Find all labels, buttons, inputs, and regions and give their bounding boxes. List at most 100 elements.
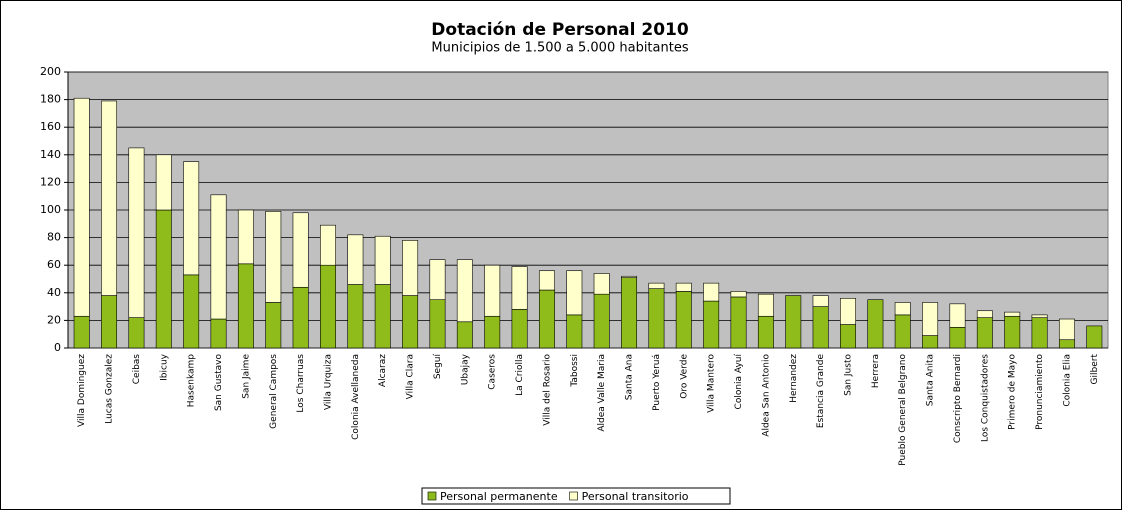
- bar-segment: [484, 315, 501, 349]
- bar-segment: [675, 291, 692, 349]
- bar-segment: [1031, 314, 1048, 318]
- x-tick-label: Colonia Avellaneda: [351, 354, 361, 440]
- bar-segment: [511, 309, 528, 349]
- x-tick-label: Santa Anita: [926, 354, 936, 406]
- x-tick-label: Aldea Valle Maria: [597, 354, 607, 432]
- x-tick-label: Villa del Rosario: [542, 354, 552, 426]
- bar-segment: [347, 284, 364, 349]
- bar-segment: [593, 273, 610, 295]
- bar-segment: [292, 212, 309, 288]
- bar-segment: [976, 310, 993, 318]
- x-tick-label: General Campos: [269, 354, 279, 429]
- bar-segment: [949, 326, 966, 349]
- bar-segment: [703, 300, 720, 349]
- bar-segment: [320, 224, 336, 266]
- x-tick-label: Villa Clara: [406, 354, 416, 399]
- bar-segment: [73, 97, 90, 317]
- y-tick-label: 80: [47, 231, 61, 244]
- bar-segment: [456, 321, 473, 349]
- bar-segment: [785, 295, 802, 349]
- legend-label: Personal transitorio: [582, 490, 689, 503]
- x-tick-label: Hasenkamp: [187, 354, 197, 408]
- bar-segment: [922, 335, 939, 349]
- bar-segment: [730, 296, 747, 349]
- x-tick-label: Ubajay: [460, 353, 470, 385]
- x-tick-label: Hernandez: [789, 354, 799, 403]
- bar-segment: [538, 289, 555, 349]
- bar-segment: [949, 303, 966, 328]
- y-tick-label: 120: [40, 175, 61, 188]
- bar-segment: [1004, 311, 1021, 317]
- x-tick-label: Colonia Elia: [1062, 354, 1072, 407]
- bar-segment: [566, 314, 583, 349]
- legend-swatch: [569, 491, 578, 501]
- y-tick-label: 100: [40, 203, 61, 216]
- bar-segment: [894, 302, 911, 316]
- bar-segment: [840, 298, 856, 325]
- bar-segment: [1004, 315, 1021, 349]
- bar-segment: [812, 306, 829, 349]
- bar-segment: [128, 147, 145, 318]
- x-tick-label: Gilbert: [1090, 354, 1100, 385]
- bar-segment: [155, 209, 172, 349]
- legend-label: Personal permanente: [440, 490, 558, 503]
- chart-title: Dotación de Personal 2010: [431, 20, 689, 40]
- bar-segment: [1031, 317, 1048, 349]
- legend: Personal permanente Personal transitorio: [421, 487, 731, 505]
- bar-segment: [648, 282, 665, 289]
- chart-subtitle: Municipios de 1.500 a 5.000 habitantes: [431, 41, 688, 56]
- x-tick-label: Primero de Mayo: [1008, 354, 1018, 430]
- bar-segment: [374, 284, 391, 349]
- bar-segment: [757, 315, 774, 349]
- bar-segment: [73, 315, 90, 349]
- bar-segment: [976, 317, 993, 349]
- bar-segment: [648, 288, 665, 349]
- x-tick-label: San Jaime: [241, 354, 251, 399]
- bar-segment: [101, 295, 118, 349]
- x-tick-label: Ceibas: [132, 354, 142, 385]
- bar-segment: [593, 293, 610, 349]
- bar-segment: [155, 154, 172, 211]
- y-tick-label: 0: [54, 341, 61, 354]
- bar-segment: [511, 266, 528, 310]
- x-tick-label: Colonia Ayuí: [734, 354, 744, 410]
- bar-segment: [894, 314, 911, 349]
- bar-segment: [538, 270, 555, 291]
- bar-segment: [237, 263, 254, 349]
- bar-segment: [210, 318, 227, 349]
- y-tick-label: 20: [47, 313, 61, 326]
- bar-segment: [456, 259, 473, 323]
- bar-segment: [812, 295, 829, 307]
- bar-segment: [621, 275, 638, 278]
- bar-segment: [922, 302, 939, 336]
- y-tick-label: 140: [40, 148, 61, 161]
- bar-segment: [675, 282, 692, 292]
- y-tick-label: 60: [47, 258, 61, 271]
- bar-segment: [757, 293, 774, 317]
- bar-segment: [183, 274, 200, 349]
- x-tick-label: Tabossi: [570, 354, 580, 388]
- x-tick-label: Ibicuy: [159, 353, 169, 381]
- bar-segment: [210, 194, 227, 320]
- y-tick-label: 180: [40, 93, 61, 106]
- bar-segment: [840, 324, 856, 349]
- x-tick-label: Caseros: [488, 354, 498, 390]
- bar-segment: [429, 259, 446, 300]
- legend-swatch: [427, 491, 437, 501]
- bar-segment: [402, 240, 419, 296]
- bar-segment: [374, 235, 391, 285]
- y-tick-label: 40: [47, 286, 61, 299]
- bar-segment: [292, 286, 309, 349]
- x-tick-label: Pueblo General Belgrano: [898, 354, 908, 466]
- bar-segment: [402, 295, 419, 349]
- x-tick-label: Villa Dominguez: [77, 354, 87, 427]
- bar-segment: [183, 161, 200, 276]
- bar-segment: [566, 270, 583, 316]
- x-tick-label: Aldea San Antonio: [761, 354, 771, 437]
- x-tick-label: La Criolla: [515, 354, 525, 396]
- bar-segment: [265, 302, 282, 349]
- x-tick-label: Estancia Grande: [816, 354, 826, 429]
- x-tick-label: Los Charruas: [296, 354, 306, 413]
- x-tick-label: Santa Ana: [625, 354, 635, 400]
